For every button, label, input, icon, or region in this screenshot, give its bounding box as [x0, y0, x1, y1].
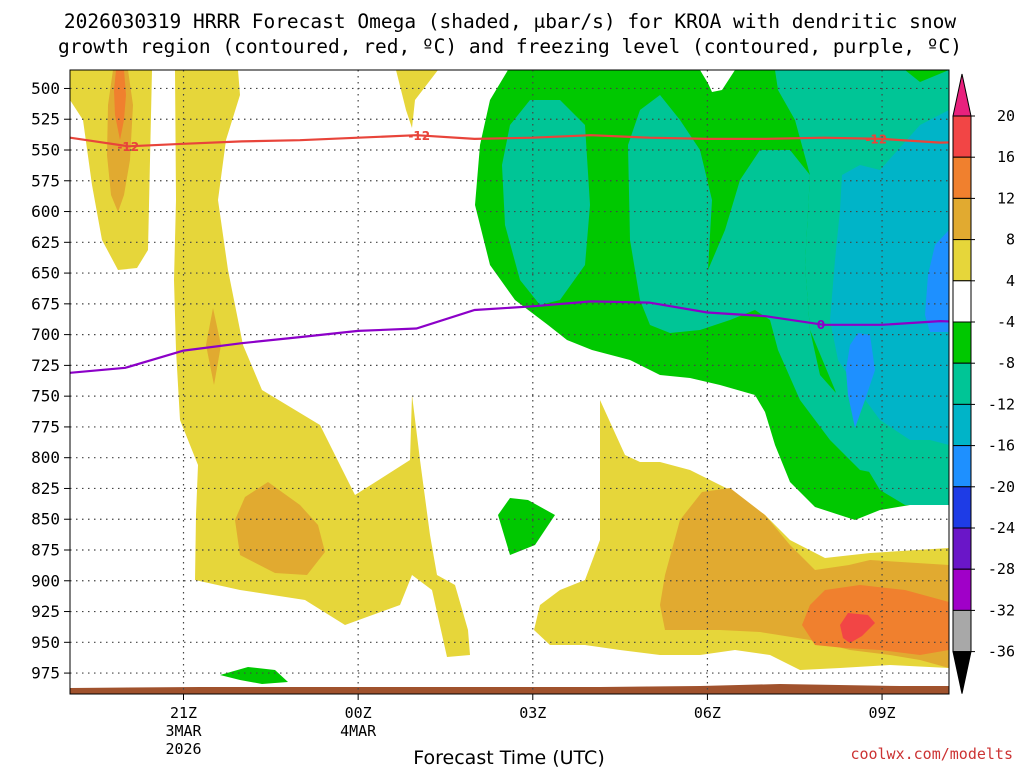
dendritic-minus12-label: -12 — [865, 132, 887, 146]
omega-neg16-right — [925, 230, 949, 332]
freezing-level-zero-label: 0 — [817, 318, 825, 332]
omega-neg16-spot — [846, 333, 875, 428]
y-tick-label: 900 — [31, 571, 60, 590]
omega-neg8-right-region — [628, 95, 885, 475]
y-tick-label: 600 — [31, 202, 60, 221]
y-tick-label: 925 — [31, 602, 60, 621]
omega-neg4-blob-975 — [220, 667, 288, 684]
y-tick-label: 525 — [31, 110, 60, 129]
colorbar-bottom-arrow — [952, 651, 972, 694]
colorbar-tick-label: -12 — [988, 395, 1015, 413]
x-tick-year-label: 2026 — [165, 740, 201, 758]
colorbar-swatch — [952, 568, 972, 611]
pressure-axis: 500 525 550 575 600 625 650 675 700 725 750 775 800 8… — [31, 79, 70, 683]
colorbar-swatch — [952, 197, 972, 241]
colorbar-tick-label: -36 — [988, 643, 1015, 661]
x-tick-label: 09Z — [869, 704, 896, 722]
x-tick-label: 06Z — [694, 704, 721, 722]
colorbar-top-arrow — [952, 73, 972, 117]
colorbar-tick-label: -8 — [997, 354, 1015, 372]
omega-pos4-upper-lobe — [396, 70, 438, 128]
colorbar-swatch — [952, 403, 972, 447]
y-tick-label: 650 — [31, 264, 60, 283]
colorbar-tick-label: -28 — [988, 560, 1015, 578]
time-gridlines — [182, 70, 883, 694]
y-tick-label: 575 — [31, 171, 60, 190]
colorbar-tick-label: 8 — [1006, 231, 1015, 249]
colorbar-tick-label: -24 — [988, 519, 1015, 537]
y-tick-label: 700 — [31, 325, 60, 344]
freezing-level-zero-line — [70, 300, 949, 374]
dendritic-minus12-label: -12 — [117, 140, 139, 154]
colorbar-tick-label: -32 — [988, 601, 1015, 619]
site-credit: coolwx.com/modelts — [850, 745, 1013, 763]
colorbar-swatch — [952, 527, 972, 570]
chart-title-line-1: 2026030319 HRRR Forecast Omega (shaded, … — [64, 10, 956, 33]
y-tick-label: 500 — [31, 79, 60, 98]
colorbar-swatch — [952, 321, 972, 364]
y-tick-label: 975 — [31, 664, 60, 683]
omega-neg4-blob-825 — [498, 498, 555, 555]
colorbar-swatch — [952, 486, 972, 529]
colorbar-swatch — [952, 239, 972, 282]
colorbar-tick-label: 20 — [997, 107, 1015, 125]
y-tick-label: 800 — [31, 448, 60, 467]
omega-colorbar: 20 16 12 8 4 -4 -8 -12 -16 -20 -24 -28 -32 -36 — [952, 73, 1015, 694]
x-tick-label: 03Z — [519, 704, 546, 722]
colorbar-swatch — [952, 115, 972, 158]
y-tick-label: 825 — [31, 479, 60, 498]
x-tick-date-label: 4MAR — [340, 722, 377, 740]
colorbar-swatch — [952, 609, 972, 653]
omega-pos12-upper — [114, 70, 126, 140]
y-tick-label: 775 — [31, 417, 60, 436]
omega-pos16-spot — [840, 613, 875, 643]
x-tick-label: 00Z — [345, 704, 372, 722]
colorbar-swatch — [952, 445, 972, 488]
x-tick-label: 21Z — [170, 704, 197, 722]
time-axis: 21Z3MAR202600Z4MAR03Z06Z09Z12Z — [165, 694, 896, 758]
colorbar-tick-label: -20 — [988, 478, 1015, 496]
omega-neg8-left-lobe — [502, 100, 590, 305]
pressure-gridlines — [70, 87, 949, 674]
y-tick-label: 675 — [31, 294, 60, 313]
y-tick-label: 625 — [31, 233, 60, 252]
colorbar-tick-label: -16 — [988, 437, 1015, 455]
colorbar-swatch — [952, 362, 972, 405]
omega-neg4-notch-white — [702, 70, 735, 92]
temperature-contours: -12 -12 -12 0 — [70, 129, 949, 374]
colorbar-tick-label: 12 — [997, 189, 1015, 207]
x-tick-date-label: 3MAR — [165, 722, 202, 740]
omega-shading — [70, 70, 949, 694]
omega-pos8-upper — [107, 70, 133, 212]
ground-surface-strip — [70, 684, 949, 694]
colorbar-swatch — [952, 156, 972, 199]
y-tick-label: 950 — [31, 633, 60, 652]
dendritic-minus12-label: -12 — [408, 129, 430, 143]
chart-title-line-2: growth region (contoured, red, ºC) and f… — [58, 35, 962, 58]
y-tick-label: 550 — [31, 141, 60, 160]
colorbar-tick-label: 4 — [1006, 272, 1015, 290]
dendritic-minus12-line — [70, 134, 949, 148]
y-tick-label: 750 — [31, 387, 60, 406]
plot-frame — [69, 69, 950, 695]
y-tick-label: 875 — [31, 541, 60, 560]
omega-pos4-main-region — [174, 70, 470, 657]
colorbar-tick-label: -4 — [997, 313, 1015, 331]
omega-pos12-lower — [802, 585, 949, 655]
y-tick-label: 850 — [31, 510, 60, 529]
x-axis-label: Forecast Time (UTC) — [413, 747, 604, 768]
colorbar-tick-label: 16 — [997, 148, 1015, 166]
omega-pos8-mid — [235, 482, 325, 575]
y-tick-label: 725 — [31, 356, 60, 375]
colorbar-swatch — [952, 280, 972, 323]
